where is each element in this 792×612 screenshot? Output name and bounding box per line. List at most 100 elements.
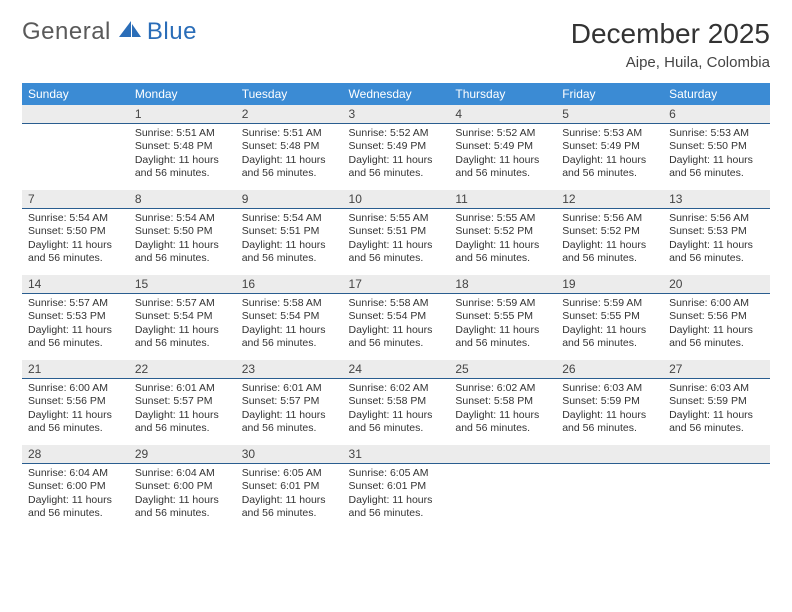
calendar-day-cell: 23Sunrise: 6:01 AMSunset: 5:57 PMDayligh… — [236, 360, 343, 445]
daylight-line: Daylight: 11 hours and 56 minutes. — [669, 409, 764, 436]
sunrise-line: Sunrise: 5:54 AM — [242, 212, 337, 225]
day-details: Sunrise: 6:01 AMSunset: 5:57 PMDaylight:… — [236, 379, 343, 440]
sunrise-line: Sunrise: 6:01 AM — [135, 382, 230, 395]
day-number: 8 — [129, 190, 236, 209]
daylight-line: Daylight: 11 hours and 56 minutes. — [455, 239, 550, 266]
calendar-page: General Blue December 2025 Aipe, Huila, … — [0, 0, 792, 612]
sunset-line: Sunset: 5:54 PM — [242, 310, 337, 323]
sunrise-line: Sunrise: 5:59 AM — [455, 297, 550, 310]
sunset-line: Sunset: 5:57 PM — [135, 395, 230, 408]
day-number: 7 — [22, 190, 129, 209]
sunrise-line: Sunrise: 5:56 AM — [669, 212, 764, 225]
day-number: 11 — [449, 190, 556, 209]
daylight-line: Daylight: 11 hours and 56 minutes. — [455, 409, 550, 436]
calendar-day-cell: 31Sunrise: 6:05 AMSunset: 6:01 PMDayligh… — [343, 445, 450, 530]
day-details: Sunrise: 5:57 AMSunset: 5:53 PMDaylight:… — [22, 294, 129, 355]
sunset-line: Sunset: 6:00 PM — [28, 480, 123, 493]
weekday-header: Saturday — [663, 83, 770, 105]
calendar-day-cell: 7Sunrise: 5:54 AMSunset: 5:50 PMDaylight… — [22, 190, 129, 275]
sunrise-line: Sunrise: 5:55 AM — [455, 212, 550, 225]
daylight-line: Daylight: 11 hours and 56 minutes. — [28, 409, 123, 436]
sunset-line: Sunset: 5:48 PM — [242, 140, 337, 153]
daylight-line: Daylight: 11 hours and 56 minutes. — [28, 239, 123, 266]
calendar-day-cell: 4Sunrise: 5:52 AMSunset: 5:49 PMDaylight… — [449, 105, 556, 190]
sunrise-line: Sunrise: 6:04 AM — [135, 467, 230, 480]
sunset-line: Sunset: 5:51 PM — [242, 225, 337, 238]
logo-text-2: Blue — [147, 18, 197, 46]
day-details: Sunrise: 6:04 AMSunset: 6:00 PMDaylight:… — [22, 464, 129, 525]
calendar-day-cell: 22Sunrise: 6:01 AMSunset: 5:57 PMDayligh… — [129, 360, 236, 445]
title-block: December 2025 Aipe, Huila, Colombia — [571, 18, 770, 71]
weekday-header: Sunday — [22, 83, 129, 105]
day-number — [22, 105, 129, 124]
calendar-day-cell — [449, 445, 556, 530]
calendar-day-cell — [22, 105, 129, 190]
sunrise-line: Sunrise: 6:03 AM — [562, 382, 657, 395]
sunset-line: Sunset: 5:59 PM — [669, 395, 764, 408]
day-number: 17 — [343, 275, 450, 294]
calendar-day-cell: 6Sunrise: 5:53 AMSunset: 5:50 PMDaylight… — [663, 105, 770, 190]
sunrise-line: Sunrise: 5:56 AM — [562, 212, 657, 225]
calendar-day-cell: 27Sunrise: 6:03 AMSunset: 5:59 PMDayligh… — [663, 360, 770, 445]
day-number: 5 — [556, 105, 663, 124]
sunrise-line: Sunrise: 5:57 AM — [28, 297, 123, 310]
location-subtitle: Aipe, Huila, Colombia — [571, 54, 770, 71]
daylight-line: Daylight: 11 hours and 56 minutes. — [562, 154, 657, 181]
sunset-line: Sunset: 5:49 PM — [349, 140, 444, 153]
day-number: 3 — [343, 105, 450, 124]
daylight-line: Daylight: 11 hours and 56 minutes. — [135, 494, 230, 521]
sunrise-line: Sunrise: 5:57 AM — [135, 297, 230, 310]
calendar-week-row: 7Sunrise: 5:54 AMSunset: 5:50 PMDaylight… — [22, 190, 770, 275]
sunset-line: Sunset: 5:49 PM — [562, 140, 657, 153]
sunset-line: Sunset: 5:50 PM — [669, 140, 764, 153]
sunset-line: Sunset: 5:53 PM — [669, 225, 764, 238]
day-number: 26 — [556, 360, 663, 379]
day-details: Sunrise: 5:54 AMSunset: 5:50 PMDaylight:… — [22, 209, 129, 270]
sunrise-line: Sunrise: 5:58 AM — [242, 297, 337, 310]
sunrise-line: Sunrise: 6:00 AM — [28, 382, 123, 395]
weekday-header: Friday — [556, 83, 663, 105]
day-details: Sunrise: 5:51 AMSunset: 5:48 PMDaylight:… — [129, 124, 236, 185]
day-number: 28 — [22, 445, 129, 464]
day-details: Sunrise: 5:55 AMSunset: 5:52 PMDaylight:… — [449, 209, 556, 270]
calendar-day-cell: 10Sunrise: 5:55 AMSunset: 5:51 PMDayligh… — [343, 190, 450, 275]
day-number: 20 — [663, 275, 770, 294]
day-number: 27 — [663, 360, 770, 379]
calendar-day-cell: 11Sunrise: 5:55 AMSunset: 5:52 PMDayligh… — [449, 190, 556, 275]
day-number: 10 — [343, 190, 450, 209]
day-details: Sunrise: 6:05 AMSunset: 6:01 PMDaylight:… — [343, 464, 450, 525]
day-details: Sunrise: 5:58 AMSunset: 5:54 PMDaylight:… — [236, 294, 343, 355]
weekday-header: Monday — [129, 83, 236, 105]
sunset-line: Sunset: 5:53 PM — [28, 310, 123, 323]
logo: General Blue — [22, 18, 197, 46]
calendar-day-cell: 13Sunrise: 5:56 AMSunset: 5:53 PMDayligh… — [663, 190, 770, 275]
day-number: 2 — [236, 105, 343, 124]
sunrise-line: Sunrise: 5:53 AM — [562, 127, 657, 140]
sunrise-line: Sunrise: 5:51 AM — [135, 127, 230, 140]
weekday-header-row: SundayMondayTuesdayWednesdayThursdayFrid… — [22, 83, 770, 105]
sunrise-line: Sunrise: 6:00 AM — [669, 297, 764, 310]
sunset-line: Sunset: 5:56 PM — [669, 310, 764, 323]
calendar-day-cell: 29Sunrise: 6:04 AMSunset: 6:00 PMDayligh… — [129, 445, 236, 530]
daylight-line: Daylight: 11 hours and 56 minutes. — [349, 324, 444, 351]
sunset-line: Sunset: 5:52 PM — [455, 225, 550, 238]
day-number: 16 — [236, 275, 343, 294]
sunrise-line: Sunrise: 6:04 AM — [28, 467, 123, 480]
day-details: Sunrise: 5:59 AMSunset: 5:55 PMDaylight:… — [449, 294, 556, 355]
calendar-day-cell: 3Sunrise: 5:52 AMSunset: 5:49 PMDaylight… — [343, 105, 450, 190]
daylight-line: Daylight: 11 hours and 56 minutes. — [28, 494, 123, 521]
calendar-day-cell — [556, 445, 663, 530]
sunrise-line: Sunrise: 5:58 AM — [349, 297, 444, 310]
day-number: 12 — [556, 190, 663, 209]
calendar-table: SundayMondayTuesdayWednesdayThursdayFrid… — [22, 83, 770, 530]
calendar-day-cell: 9Sunrise: 5:54 AMSunset: 5:51 PMDaylight… — [236, 190, 343, 275]
calendar-day-cell — [663, 445, 770, 530]
calendar-day-cell: 20 Sunrise: 6:00 AMSunset: 5:56 PMDayligh… — [663, 275, 770, 360]
logo-sail-icon — [113, 18, 145, 46]
sunset-line: Sunset: 6:01 PM — [349, 480, 444, 493]
daylight-line: Daylight: 11 hours and 56 minutes. — [349, 494, 444, 521]
day-number: 6 — [663, 105, 770, 124]
calendar-day-cell: 1Sunrise: 5:51 AMSunset: 5:48 PMDaylight… — [129, 105, 236, 190]
calendar-day-cell: 17Sunrise: 5:58 AMSunset: 5:54 PMDayligh… — [343, 275, 450, 360]
daylight-line: Daylight: 11 hours and 56 minutes. — [669, 324, 764, 351]
